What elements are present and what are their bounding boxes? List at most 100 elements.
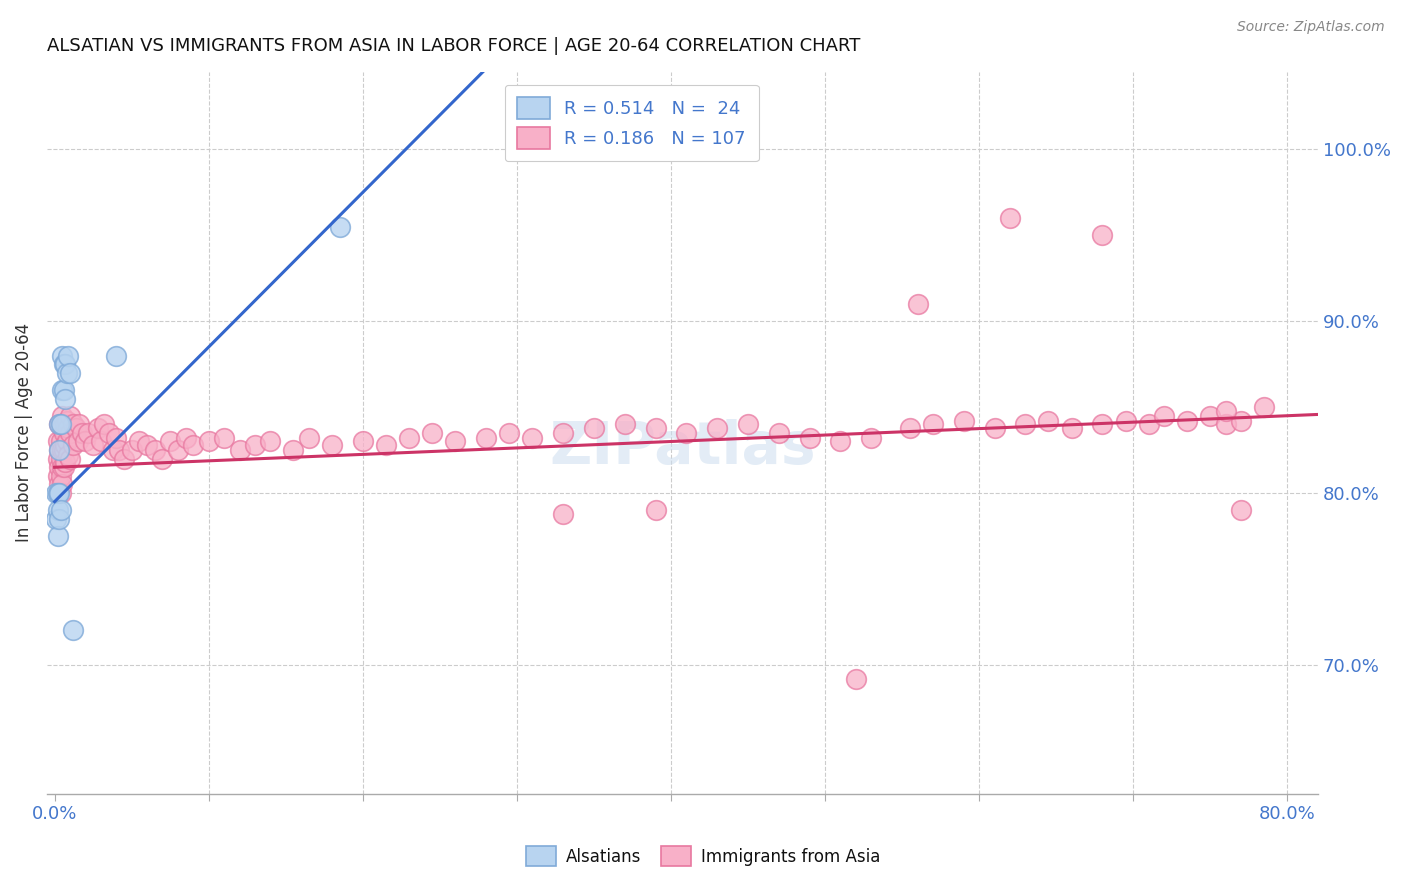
Point bbox=[52, 357, 75, 371]
Point bbox=[97, 425, 120, 440]
Point bbox=[51, 349, 73, 363]
Point bbox=[898, 421, 921, 435]
Point bbox=[522, 431, 544, 445]
Point bbox=[77, 425, 100, 440]
Point bbox=[51, 421, 73, 435]
Text: ZIPatlas: ZIPatlas bbox=[550, 419, 815, 475]
Point bbox=[983, 421, 1005, 435]
Point bbox=[55, 438, 77, 452]
Point bbox=[952, 414, 974, 428]
Text: ALSATIAN VS IMMIGRANTS FROM ASIA IN LABOR FORCE | AGE 20-64 CORRELATION CHART: ALSATIAN VS IMMIGRANTS FROM ASIA IN LABO… bbox=[46, 37, 860, 55]
Point bbox=[55, 392, 77, 406]
Point bbox=[475, 431, 498, 445]
Point bbox=[860, 431, 883, 445]
Point bbox=[1153, 409, 1175, 423]
Point bbox=[420, 425, 443, 440]
Point bbox=[1060, 421, 1083, 435]
Point bbox=[65, 421, 87, 435]
Point bbox=[49, 434, 72, 449]
Point bbox=[167, 443, 190, 458]
Point bbox=[112, 451, 135, 466]
Text: Source: ZipAtlas.com: Source: ZipAtlas.com bbox=[1237, 20, 1385, 34]
Point bbox=[51, 383, 73, 397]
Point bbox=[1230, 503, 1253, 517]
Point bbox=[108, 443, 131, 458]
Point bbox=[321, 438, 343, 452]
Point bbox=[66, 434, 89, 449]
Point bbox=[1215, 403, 1237, 417]
Point bbox=[498, 425, 520, 440]
Point bbox=[49, 468, 72, 483]
Point bbox=[998, 211, 1021, 226]
Point bbox=[62, 417, 84, 432]
Point bbox=[56, 366, 79, 380]
Point bbox=[49, 417, 72, 432]
Point bbox=[1091, 417, 1114, 432]
Point bbox=[830, 434, 852, 449]
Point bbox=[737, 417, 759, 432]
Point bbox=[644, 421, 666, 435]
Point bbox=[59, 409, 82, 423]
Y-axis label: In Labor Force | Age 20-64: In Labor Force | Age 20-64 bbox=[15, 323, 32, 542]
Point bbox=[1014, 417, 1036, 432]
Point bbox=[675, 425, 697, 440]
Point bbox=[1199, 409, 1222, 423]
Point bbox=[48, 486, 70, 500]
Point bbox=[1115, 414, 1137, 428]
Point bbox=[55, 455, 77, 469]
Point bbox=[298, 431, 321, 445]
Point bbox=[59, 425, 82, 440]
Point bbox=[329, 219, 352, 234]
Point bbox=[181, 438, 204, 452]
Point bbox=[52, 383, 75, 397]
Point bbox=[582, 421, 605, 435]
Point bbox=[243, 438, 266, 452]
Point bbox=[62, 624, 84, 638]
Point bbox=[46, 434, 69, 449]
Point bbox=[136, 438, 159, 452]
Point bbox=[48, 417, 70, 432]
Point bbox=[62, 438, 84, 452]
Point bbox=[105, 431, 128, 445]
Point bbox=[52, 425, 75, 440]
Point bbox=[1175, 414, 1198, 428]
Point bbox=[398, 431, 420, 445]
Point bbox=[49, 486, 72, 500]
Point bbox=[48, 443, 70, 458]
Point bbox=[101, 443, 124, 458]
Point bbox=[48, 460, 70, 475]
Point bbox=[259, 434, 281, 449]
Point bbox=[444, 434, 467, 449]
Point bbox=[551, 507, 574, 521]
Point bbox=[613, 417, 636, 432]
Point bbox=[143, 443, 166, 458]
Point bbox=[46, 503, 69, 517]
Point bbox=[58, 349, 80, 363]
Point bbox=[699, 134, 721, 148]
Point bbox=[128, 434, 150, 449]
Point bbox=[212, 431, 235, 445]
Point bbox=[58, 421, 80, 435]
Point bbox=[1230, 414, 1253, 428]
Point bbox=[67, 417, 90, 432]
Point bbox=[59, 366, 82, 380]
Point bbox=[56, 414, 79, 428]
Point bbox=[48, 417, 70, 432]
Point bbox=[49, 503, 72, 517]
Point bbox=[283, 443, 305, 458]
Point bbox=[551, 425, 574, 440]
Point bbox=[374, 438, 396, 452]
Point bbox=[159, 434, 181, 449]
Point bbox=[48, 512, 70, 526]
Point bbox=[907, 297, 929, 311]
Point bbox=[228, 443, 250, 458]
Point bbox=[121, 443, 143, 458]
Point bbox=[51, 477, 73, 491]
Legend: Alsatians, Immigrants from Asia: Alsatians, Immigrants from Asia bbox=[519, 839, 887, 873]
Point bbox=[845, 672, 868, 686]
Point bbox=[59, 451, 82, 466]
Point bbox=[1215, 417, 1237, 432]
Point bbox=[46, 451, 69, 466]
Point bbox=[55, 417, 77, 432]
Point bbox=[87, 421, 110, 435]
